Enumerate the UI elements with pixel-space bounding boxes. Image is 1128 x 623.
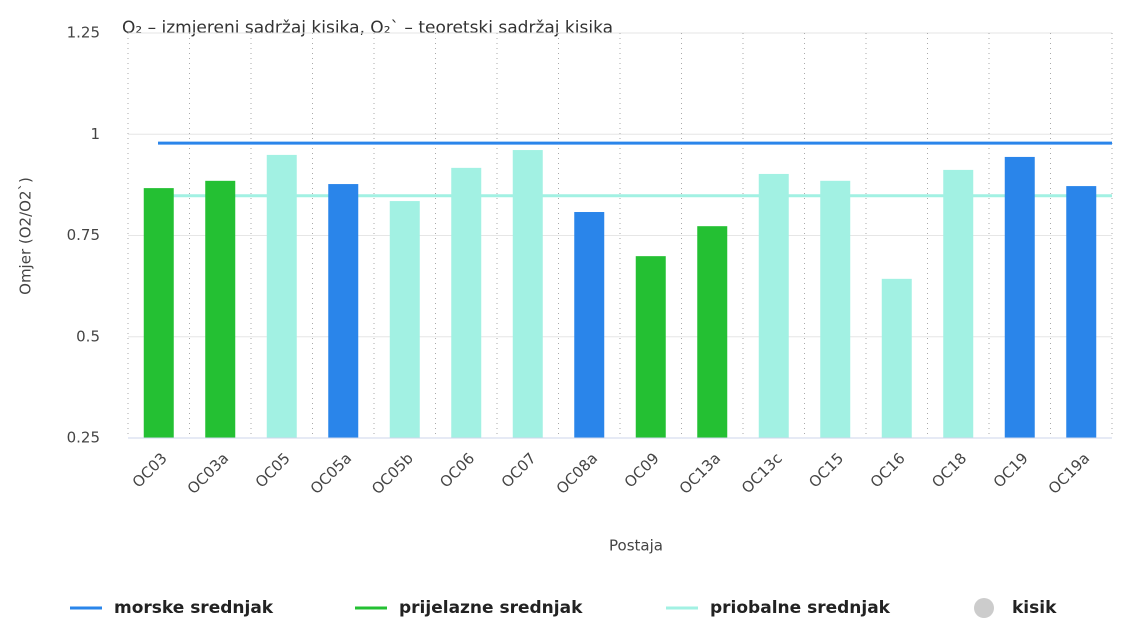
x-tick-label: OC13c bbox=[738, 449, 786, 497]
bar bbox=[574, 212, 605, 438]
bar bbox=[635, 256, 666, 438]
x-tick-label: OC09 bbox=[621, 449, 663, 491]
y-tick-label: 0.75 bbox=[67, 226, 100, 244]
bar bbox=[389, 201, 420, 438]
bar bbox=[1004, 156, 1035, 438]
x-tick-label: OC06 bbox=[436, 449, 478, 491]
bar bbox=[266, 154, 297, 438]
x-tick-label: OC13a bbox=[676, 449, 724, 497]
x-tick-label: OC05b bbox=[368, 449, 417, 498]
bar bbox=[758, 173, 789, 438]
legend-label: priobalne srednjak bbox=[710, 598, 891, 618]
x-tick-label: OC19 bbox=[990, 449, 1032, 491]
y-axis-title: Omjer (O2/O2`) bbox=[17, 177, 35, 295]
x-tick-label: OC08a bbox=[553, 449, 601, 497]
x-axis-title: Postaja bbox=[609, 537, 663, 555]
bar bbox=[512, 150, 543, 439]
bar bbox=[943, 169, 974, 438]
x-tick-label: OC03a bbox=[184, 449, 232, 497]
y-tick-label: 0.5 bbox=[76, 327, 100, 345]
chart-title: O₂ – izmjereni sadržaj kisika, O₂` – teo… bbox=[122, 18, 613, 38]
x-tick-label: OC03 bbox=[129, 449, 171, 491]
bar bbox=[205, 180, 236, 438]
y-tick-label: 1 bbox=[90, 125, 100, 143]
legend-label: kisik bbox=[1012, 598, 1057, 618]
bar bbox=[143, 188, 174, 438]
x-tick-label: OC05 bbox=[252, 449, 294, 491]
x-tick-label: OC07 bbox=[498, 449, 540, 491]
bar bbox=[697, 226, 728, 438]
x-tick-label: OC18 bbox=[928, 449, 970, 491]
bar bbox=[328, 184, 359, 438]
y-tick-label: 1.25 bbox=[67, 24, 100, 42]
x-tick-label: OC15 bbox=[805, 449, 847, 491]
legend-label: morske srednjak bbox=[114, 598, 274, 618]
bar bbox=[881, 278, 912, 438]
legend-label: prijelazne srednjak bbox=[399, 598, 583, 618]
bar bbox=[820, 180, 851, 438]
bar bbox=[1066, 186, 1097, 438]
bar bbox=[451, 167, 482, 439]
x-tick-label: OC19a bbox=[1045, 449, 1093, 497]
y-tick-label: 0.25 bbox=[67, 429, 100, 447]
legend-symbol bbox=[974, 598, 994, 618]
x-tick-label: OC05a bbox=[307, 449, 355, 497]
x-tick-label: OC16 bbox=[867, 449, 909, 491]
